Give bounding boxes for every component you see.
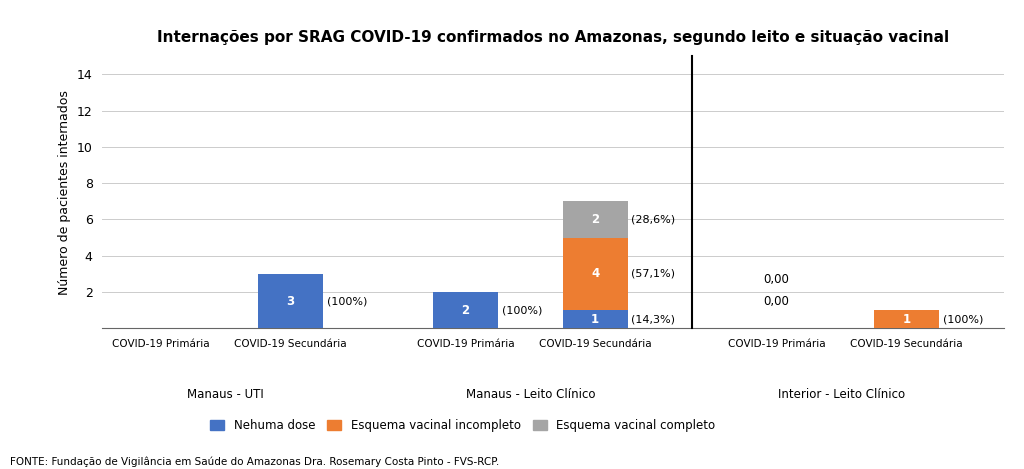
Bar (873, 310, 939, 328)
Text: 0,00: 0,00 (764, 273, 790, 286)
Bar (258, 274, 323, 328)
Text: Manaus - UTI: Manaus - UTI (187, 388, 264, 401)
Text: (57,1%): (57,1%) (632, 269, 676, 279)
Legend: Nehuma dose, Esquema vacinal incompleto, Esquema vacinal completo: Nehuma dose, Esquema vacinal incompleto,… (206, 414, 720, 437)
Text: Manaus - Leito Clínico: Manaus - Leito Clínico (466, 388, 595, 401)
Text: 2: 2 (462, 303, 469, 317)
Title: Internações por SRAG COVID-19 confirmados no Amazonas, segundo leito e situação : Internações por SRAG COVID-19 confirmado… (157, 30, 949, 45)
Text: 3: 3 (287, 295, 295, 308)
Y-axis label: Número de pacientes internados: Número de pacientes internados (58, 90, 72, 295)
Text: 1: 1 (902, 313, 910, 326)
Text: 4: 4 (591, 267, 599, 280)
Text: (28,6%): (28,6%) (632, 214, 676, 225)
Text: (14,3%): (14,3%) (632, 314, 676, 324)
Text: (100%): (100%) (942, 314, 983, 324)
Text: Interior - Leito Clínico: Interior - Leito Clínico (778, 388, 905, 401)
Bar (562, 238, 628, 310)
Text: 1: 1 (591, 313, 599, 326)
Bar (562, 201, 628, 238)
Text: (100%): (100%) (502, 305, 542, 315)
Text: 2: 2 (591, 213, 599, 226)
Text: FONTE: Fundação de Vigilância em Saúde do Amazonas Dra. Rosemary Costa Pinto - F: FONTE: Fundação de Vigilância em Saúde d… (10, 456, 500, 467)
Bar (562, 310, 628, 328)
Bar (433, 292, 498, 328)
Text: 0,00: 0,00 (764, 295, 790, 308)
Text: (100%): (100%) (327, 296, 367, 306)
